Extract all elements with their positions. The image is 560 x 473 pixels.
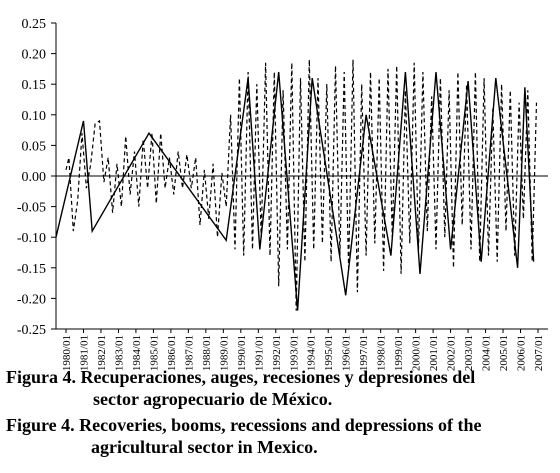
x-tick-label: 1990/01 — [236, 335, 248, 371]
y-tick-label: 0.10 — [22, 109, 47, 124]
chart: 0.25 0.20 0.15 0.10 0.05 0.00 -0.05 -0.10 -0.15 -… — [17, 17, 548, 371]
x-tick-label: 1992/01 — [271, 335, 283, 371]
x-tick-label: 1999/01 — [393, 335, 405, 371]
x-tick-label: 1995/01 — [323, 335, 335, 371]
caption-es-line2: sector agropecuario de México. — [93, 389, 333, 409]
x-tick-label: 2007/01 — [533, 335, 545, 371]
x-tick-label: 1998/01 — [376, 335, 388, 371]
y-tick-label: -0.05 — [17, 201, 46, 216]
x-tick-label: 1996/01 — [341, 335, 353, 371]
series-line-solid — [55, 71, 535, 311]
x-tick-label: 1987/01 — [183, 335, 195, 371]
x-tick-label: 1994/01 — [306, 335, 318, 371]
y-tick-label: -0.15 — [17, 262, 46, 277]
caption-es-line1: Figura 4. Recuperaciones, auges, recesio… — [6, 367, 476, 387]
series-line-dashed — [65, 59, 538, 311]
x-axis: 1980/01 1981/01 1982/01 1983/01 1984/01 1985/… — [56, 175, 548, 371]
x-tick-label: 2005/01 — [498, 335, 510, 371]
x-tick-label: 2003/01 — [463, 335, 475, 371]
x-tick-label: 2000/01 — [411, 335, 423, 371]
x-tick-label: 1985/01 — [148, 335, 160, 371]
y-tick-label: 0.25 — [22, 17, 47, 32]
y-tick-label: 0.15 — [22, 78, 47, 93]
x-tick-label: 1980/01 — [61, 335, 73, 371]
x-tick-label: 1988/01 — [201, 335, 213, 371]
y-axis: 0.25 0.20 0.15 0.10 0.05 0.00 -0.05 -0.10 -0.15 -… — [17, 17, 57, 338]
x-tick-label: 1982/01 — [96, 335, 108, 371]
y-tick-label: -0.25 — [17, 323, 46, 338]
x-tick-label: 1997/01 — [358, 335, 370, 371]
y-tick-label: 0.05 — [22, 139, 47, 154]
x-tick-label: 1989/01 — [218, 335, 230, 371]
caption-en-line1: Figure 4. Recoveries, booms, recessions … — [6, 415, 482, 435]
x-tick-label: 2006/01 — [516, 335, 528, 371]
caption-en-line2: agricultural sector in Mexico. — [91, 437, 318, 457]
x-tick-label: 2001/01 — [428, 335, 440, 371]
x-tick-label: 1986/01 — [166, 335, 178, 371]
x-tick-label: 1984/01 — [131, 335, 143, 371]
y-tick-label: 0.00 — [22, 170, 47, 185]
series-layer — [55, 59, 538, 311]
y-tick-label: -0.20 — [17, 292, 46, 307]
x-tick-label: 1993/01 — [288, 335, 300, 371]
x-tick-label: 1991/01 — [253, 335, 265, 371]
x-tick-label: 2004/01 — [481, 335, 493, 371]
x-tick-label: 1983/01 — [113, 335, 125, 371]
y-tick-label: 0.20 — [22, 48, 47, 63]
x-tick-label: 2002/01 — [446, 335, 458, 371]
y-tick-label: -0.10 — [17, 231, 46, 246]
x-tick-label: 1981/01 — [78, 335, 90, 371]
